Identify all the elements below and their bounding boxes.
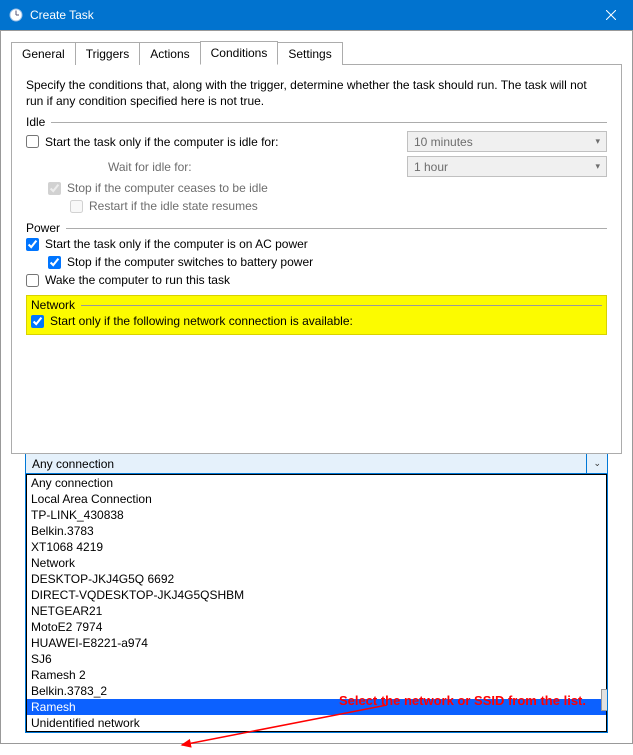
- tab-settings[interactable]: Settings: [277, 42, 342, 65]
- idle-start-row: Start the task only if the computer is i…: [26, 129, 607, 154]
- tab-general[interactable]: General: [11, 42, 76, 65]
- conditions-description: Specify the conditions that, along with …: [26, 77, 607, 109]
- checkbox-restart-idle: [70, 200, 83, 213]
- restart-idle-row: Restart if the idle state resumes: [26, 197, 607, 215]
- titlebar: Create Task: [0, 0, 633, 30]
- label-idle-start: Start the task only if the computer is i…: [45, 135, 278, 149]
- network-option[interactable]: DIRECT-VQDESKTOP-JKJ4G5QSHBM: [27, 587, 606, 603]
- network-option[interactable]: Ramesh: [27, 699, 606, 715]
- label-wait-idle: Wait for idle for:: [48, 160, 192, 174]
- network-option[interactable]: Unidentified network: [27, 715, 606, 731]
- network-group-label: Network: [31, 298, 602, 312]
- label-wake: Wake the computer to run this task: [45, 273, 230, 287]
- checkbox-wake[interactable]: [26, 274, 39, 287]
- network-option[interactable]: Belkin.3783: [27, 523, 606, 539]
- network-option[interactable]: TP-LINK_430838: [27, 507, 606, 523]
- tab-actions[interactable]: Actions: [139, 42, 200, 65]
- app-icon: [8, 7, 24, 23]
- network-combo-open[interactable]: Any connection ⌄ Any connectionLocal Are…: [25, 453, 608, 733]
- checkbox-ac-power[interactable]: [26, 238, 39, 251]
- stop-idle-row: Stop if the computer ceases to be idle: [26, 179, 607, 197]
- window-body: General Triggers Actions Conditions Sett…: [0, 30, 633, 744]
- label-stop-idle: Stop if the computer ceases to be idle: [67, 181, 268, 195]
- network-option[interactable]: Ramesh 2: [27, 667, 606, 683]
- label-battery-stop: Stop if the computer switches to battery…: [67, 255, 313, 269]
- partial-button-edge: [601, 689, 607, 711]
- conditions-panel: Specify the conditions that, along with …: [11, 64, 622, 454]
- network-option[interactable]: Local Area Connection: [27, 491, 606, 507]
- tabstrip: General Triggers Actions Conditions Sett…: [11, 41, 622, 65]
- network-option[interactable]: DESKTOP-JKJ4G5Q 6692: [27, 571, 606, 587]
- network-option[interactable]: SJ6: [27, 651, 606, 667]
- network-highlight-region: Network Start only if the following netw…: [26, 295, 607, 335]
- network-option[interactable]: Belkin.3783_2: [27, 683, 606, 699]
- label-ac-power: Start the task only if the computer is o…: [45, 237, 308, 251]
- network-option[interactable]: Network: [27, 555, 606, 571]
- chevron-down-icon: ⌄: [586, 454, 601, 473]
- network-combo-selected[interactable]: Any connection ⌄: [26, 454, 607, 474]
- chevron-down-icon: ▾: [595, 161, 600, 172]
- combo-idle-duration[interactable]: 10 minutes ▾: [407, 131, 607, 152]
- network-option[interactable]: HUAWEI-E8221-a974: [27, 635, 606, 651]
- checkbox-network-start[interactable]: [31, 315, 44, 328]
- network-start-row: Start only if the following network conn…: [31, 312, 602, 330]
- wait-idle-row: Wait for idle for: 1 hour ▾: [26, 154, 607, 179]
- label-restart-idle: Restart if the idle state resumes: [89, 199, 258, 213]
- idle-group-label: Idle: [26, 115, 607, 129]
- window-title: Create Task: [30, 8, 588, 22]
- network-option[interactable]: Any connection: [27, 475, 606, 491]
- network-option[interactable]: XT1068 4219: [27, 539, 606, 555]
- checkbox-battery-stop[interactable]: [48, 256, 61, 269]
- battery-stop-row: Stop if the computer switches to battery…: [26, 253, 607, 271]
- wake-row: Wake the computer to run this task: [26, 271, 607, 289]
- tab-triggers[interactable]: Triggers: [75, 42, 141, 65]
- chevron-down-icon: ▾: [595, 136, 600, 147]
- power-group-label: Power: [26, 221, 607, 235]
- tab-conditions[interactable]: Conditions: [200, 41, 279, 65]
- ac-power-row: Start the task only if the computer is o…: [26, 235, 607, 253]
- network-option[interactable]: NETGEAR21: [27, 603, 606, 619]
- combo-wait-idle[interactable]: 1 hour ▾: [407, 156, 607, 177]
- label-network-start: Start only if the following network conn…: [50, 314, 353, 328]
- checkbox-stop-idle: [48, 182, 61, 195]
- close-button[interactable]: [588, 0, 633, 30]
- network-option[interactable]: MotoE2 7974: [27, 619, 606, 635]
- network-combo-list[interactable]: Any connectionLocal Area ConnectionTP-LI…: [26, 474, 607, 732]
- checkbox-idle-start[interactable]: [26, 135, 39, 148]
